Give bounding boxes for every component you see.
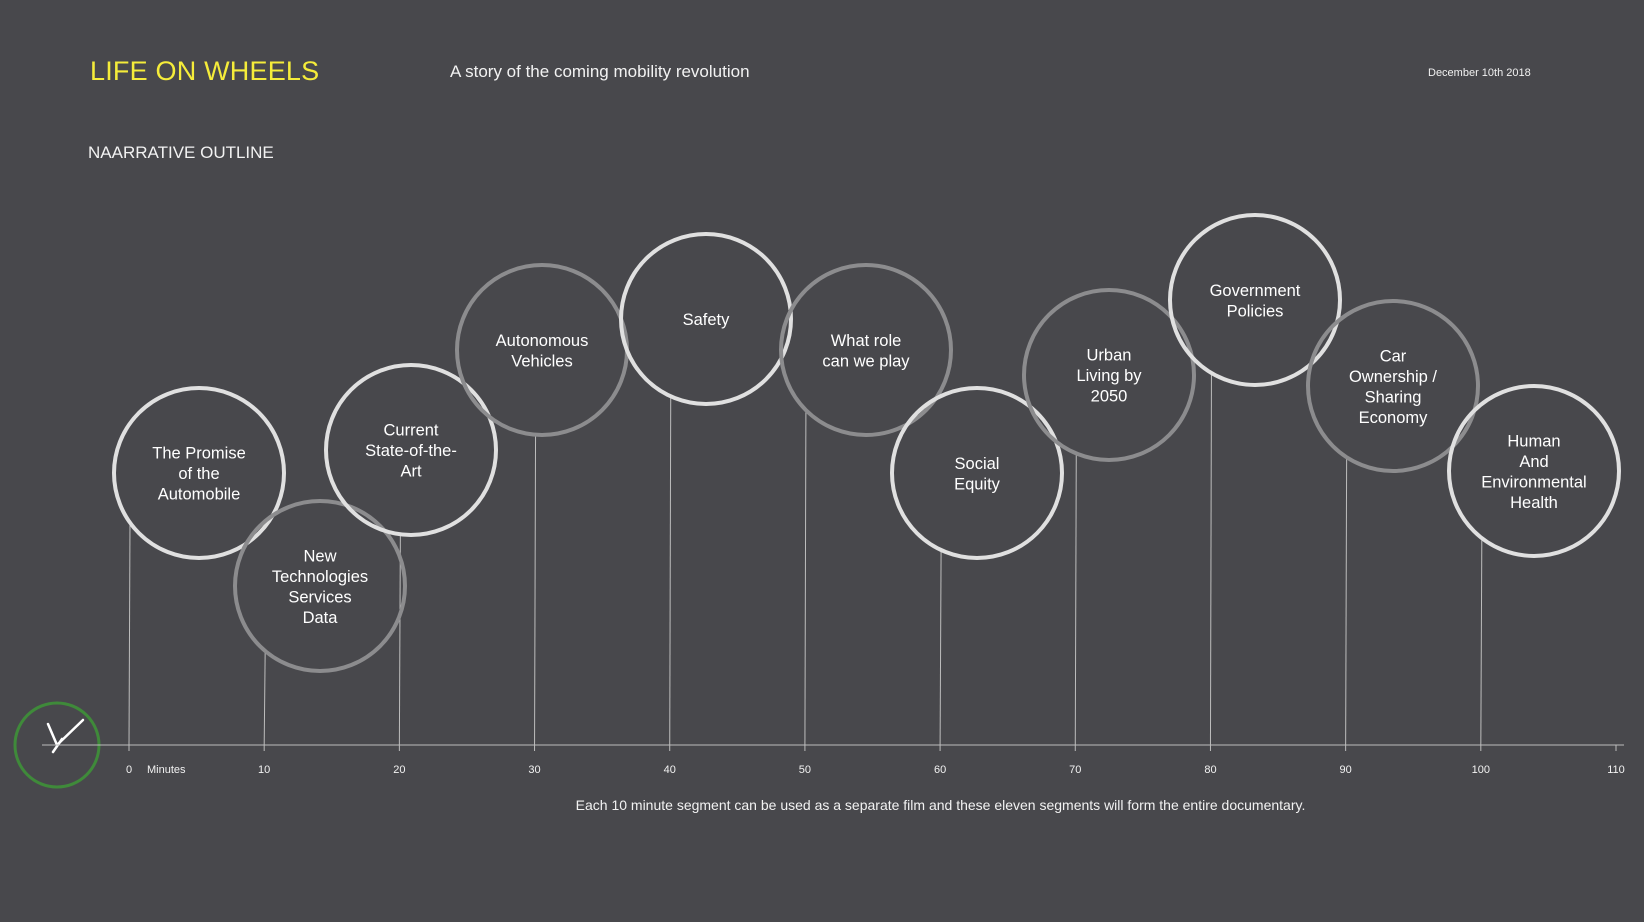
segment-label: Policies [1227, 302, 1284, 320]
segment-label: State-of-the- [365, 442, 457, 460]
segment-label: And [1519, 453, 1548, 471]
segment-label: Government [1210, 282, 1301, 300]
connectors [128, 372, 1483, 746]
segment-label: Human [1507, 432, 1560, 450]
segment-circle [112, 386, 286, 560]
segment-label: Technologies [272, 568, 368, 586]
segment-label: Art [400, 463, 422, 481]
segment-label: Environmental [1481, 473, 1586, 491]
segment-label: Sharing [1365, 388, 1422, 406]
segment-label: Living by [1076, 367, 1142, 385]
segment-connector [263, 650, 266, 746]
segment-label: Health [1510, 494, 1558, 512]
segment-label: Autonomous [496, 332, 589, 350]
segment-node: Car Ownership / Sharing Economy [1306, 299, 1480, 473]
segment-connector [1209, 372, 1212, 746]
segment-connector [939, 549, 942, 746]
axis-tick-label: 40 [664, 764, 676, 776]
segment-node: Human And Environmental Health [1447, 384, 1621, 558]
segment-label: Equity [954, 475, 1001, 493]
axis-tick-label: 20 [393, 764, 405, 776]
axis-tick-label: 90 [1340, 764, 1352, 776]
segment-label: The Promise [152, 445, 246, 463]
axis-tick-label: 30 [528, 764, 540, 776]
segment-label: Vehicles [511, 352, 572, 370]
segment-node: Autonomous Vehicles [455, 263, 629, 437]
segment-connector [128, 521, 131, 746]
segment-label: 2050 [1091, 388, 1128, 406]
date-label: December 10th 2018 [1428, 67, 1531, 79]
segment-circle [324, 363, 498, 537]
segment-label: Urban [1087, 347, 1132, 365]
segment-node: Urban Living by 2050 [1022, 288, 1196, 462]
segment-connector [534, 434, 537, 746]
section-title: NAARRATIVE OUTLINE [88, 143, 274, 162]
axis-tick-label: 60 [934, 764, 946, 776]
segment-nodes: The Promise of the Automobile New Technologi… [112, 213, 1621, 673]
segment-connector [398, 534, 401, 746]
segment-label: New [303, 547, 336, 565]
segment-node: Government Policies [1168, 213, 1342, 387]
footer-note: Each 10 minute segment can be used as a … [575, 797, 1306, 813]
segment-connector [1345, 456, 1348, 746]
segment-circle [233, 499, 407, 673]
axis-tick-label: 0 [126, 764, 132, 776]
page-subtitle: A story of the coming mobility revolutio… [450, 62, 750, 81]
segment-node: New Technologies Services Data [233, 499, 407, 673]
axis-tick-label: 70 [1069, 764, 1081, 776]
segment-label: Ownership / [1349, 368, 1437, 386]
segment-circle [1168, 213, 1342, 387]
segment-label: What role [831, 332, 902, 350]
segment-node: Current State-of-the- Art [324, 363, 498, 537]
segment-label: Economy [1359, 409, 1429, 427]
segment-circle [1022, 288, 1196, 462]
page-title: LIFE ON WHEELS [90, 56, 320, 86]
axis-tick-label: 50 [799, 764, 811, 776]
segment-connector [1480, 537, 1483, 746]
axis-tick-label: 10 [258, 764, 270, 776]
segment-connector [804, 409, 807, 746]
axis-tick-label: 100 [1472, 764, 1490, 776]
segment-label: Social [955, 455, 1000, 473]
segment-circle [1447, 384, 1621, 558]
segment-circle [779, 263, 953, 437]
segment-label: Car [1380, 347, 1407, 365]
segment-label: Automobile [158, 486, 241, 504]
segment-label: of the [178, 465, 219, 483]
segment-label: Current [383, 422, 438, 440]
segment-label: Services [288, 588, 351, 606]
segment-circle [619, 232, 793, 406]
segment-node: What role can we play [779, 263, 953, 437]
segment-label: Data [303, 609, 339, 627]
segment-node: Safety [619, 232, 793, 406]
segment-connector [669, 395, 672, 746]
segment-circle [890, 386, 1064, 560]
time-axis: 0 10 20 30 40 50 60 70 80 90 100 110 Minutes [42, 744, 1625, 776]
segment-connector [1074, 453, 1077, 746]
axis-unit-label: Minutes [147, 764, 186, 776]
segment-node: The Promise of the Automobile [112, 386, 286, 560]
segment-label: Safety [683, 311, 731, 329]
segment-node: Social Equity [890, 386, 1064, 560]
axis-tick-label: 80 [1204, 764, 1216, 776]
axis-tick-label: 110 [1607, 764, 1625, 776]
segment-circle [455, 263, 629, 437]
segment-circle [1306, 299, 1480, 473]
segment-label: can we play [822, 352, 910, 370]
